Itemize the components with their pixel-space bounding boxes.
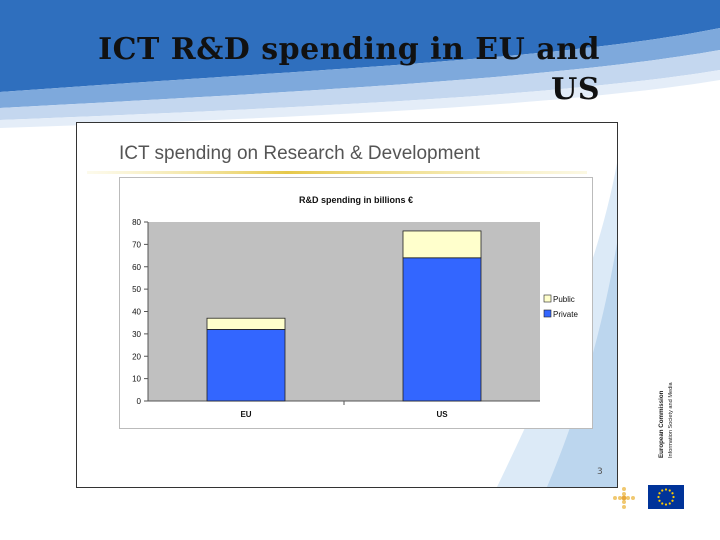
page-number: 3 xyxy=(597,467,603,477)
y-tick-label: 0 xyxy=(137,397,142,406)
header-swoosh-background xyxy=(0,0,720,128)
eu-flag-star xyxy=(668,502,671,505)
eu-flag-star xyxy=(661,502,664,505)
logo-text-line-1: European Commission xyxy=(658,390,665,458)
sparkle-dots-icon xyxy=(613,487,635,509)
bar-public-us xyxy=(402,230,482,259)
eu-flag-star xyxy=(664,503,668,506)
eu-flag-star xyxy=(671,492,674,495)
eu-flag-star xyxy=(668,489,671,492)
eu-flag-star xyxy=(657,495,660,499)
eu-flag-star xyxy=(658,499,661,502)
y-tick-label: 10 xyxy=(132,375,141,384)
x-tick-label: EU xyxy=(240,410,251,419)
bar-public-eu xyxy=(206,317,286,330)
eu-flag-star xyxy=(661,489,664,492)
eu-flag-star xyxy=(664,488,668,491)
chart-frame: ICT spending on Research & Development R… xyxy=(76,122,618,488)
y-tick-label: 80 xyxy=(132,218,141,227)
legend-label-private: Private xyxy=(553,310,578,319)
heading-underline xyxy=(87,171,587,174)
y-tick-label: 70 xyxy=(132,240,141,249)
legend-label-public: Public xyxy=(553,295,575,304)
chart-box: R&D spending in billions € 0 10 20 30 40 50 60 7… xyxy=(119,177,593,429)
chart-heading: ICT spending on Research & Development xyxy=(119,143,480,164)
x-tick-label: US xyxy=(436,410,448,419)
eu-flag-star xyxy=(672,495,675,499)
y-tick-label: 20 xyxy=(132,352,141,361)
eu-flag-star xyxy=(671,499,674,502)
y-tick-label: 60 xyxy=(132,263,141,272)
european-commission-logo: European Commission Information Society … xyxy=(648,382,684,509)
bar-private-us xyxy=(402,257,482,402)
slide-title-line-2: US xyxy=(551,72,600,107)
eu-flag-star xyxy=(658,492,661,495)
legend-swatch-private xyxy=(543,309,552,318)
y-tick-label: 40 xyxy=(132,308,141,317)
bar-chart: R&D spending in billions € 0 10 20 30 40 50 60 7… xyxy=(132,195,586,419)
chart-title: R&D spending in billions € xyxy=(299,195,413,205)
logo-text-line-2: Information Society and Media xyxy=(668,382,674,458)
y-tick-label: 30 xyxy=(132,330,141,339)
slide-title: ICT R&D spending in EU and US xyxy=(60,30,600,110)
y-tick-label: 50 xyxy=(132,285,141,294)
eu-flag-icon xyxy=(648,485,684,509)
legend-swatch-public xyxy=(543,294,552,303)
bar-private-eu xyxy=(206,328,286,402)
slide-title-line-1: ICT R&D spending in EU and xyxy=(98,32,600,67)
